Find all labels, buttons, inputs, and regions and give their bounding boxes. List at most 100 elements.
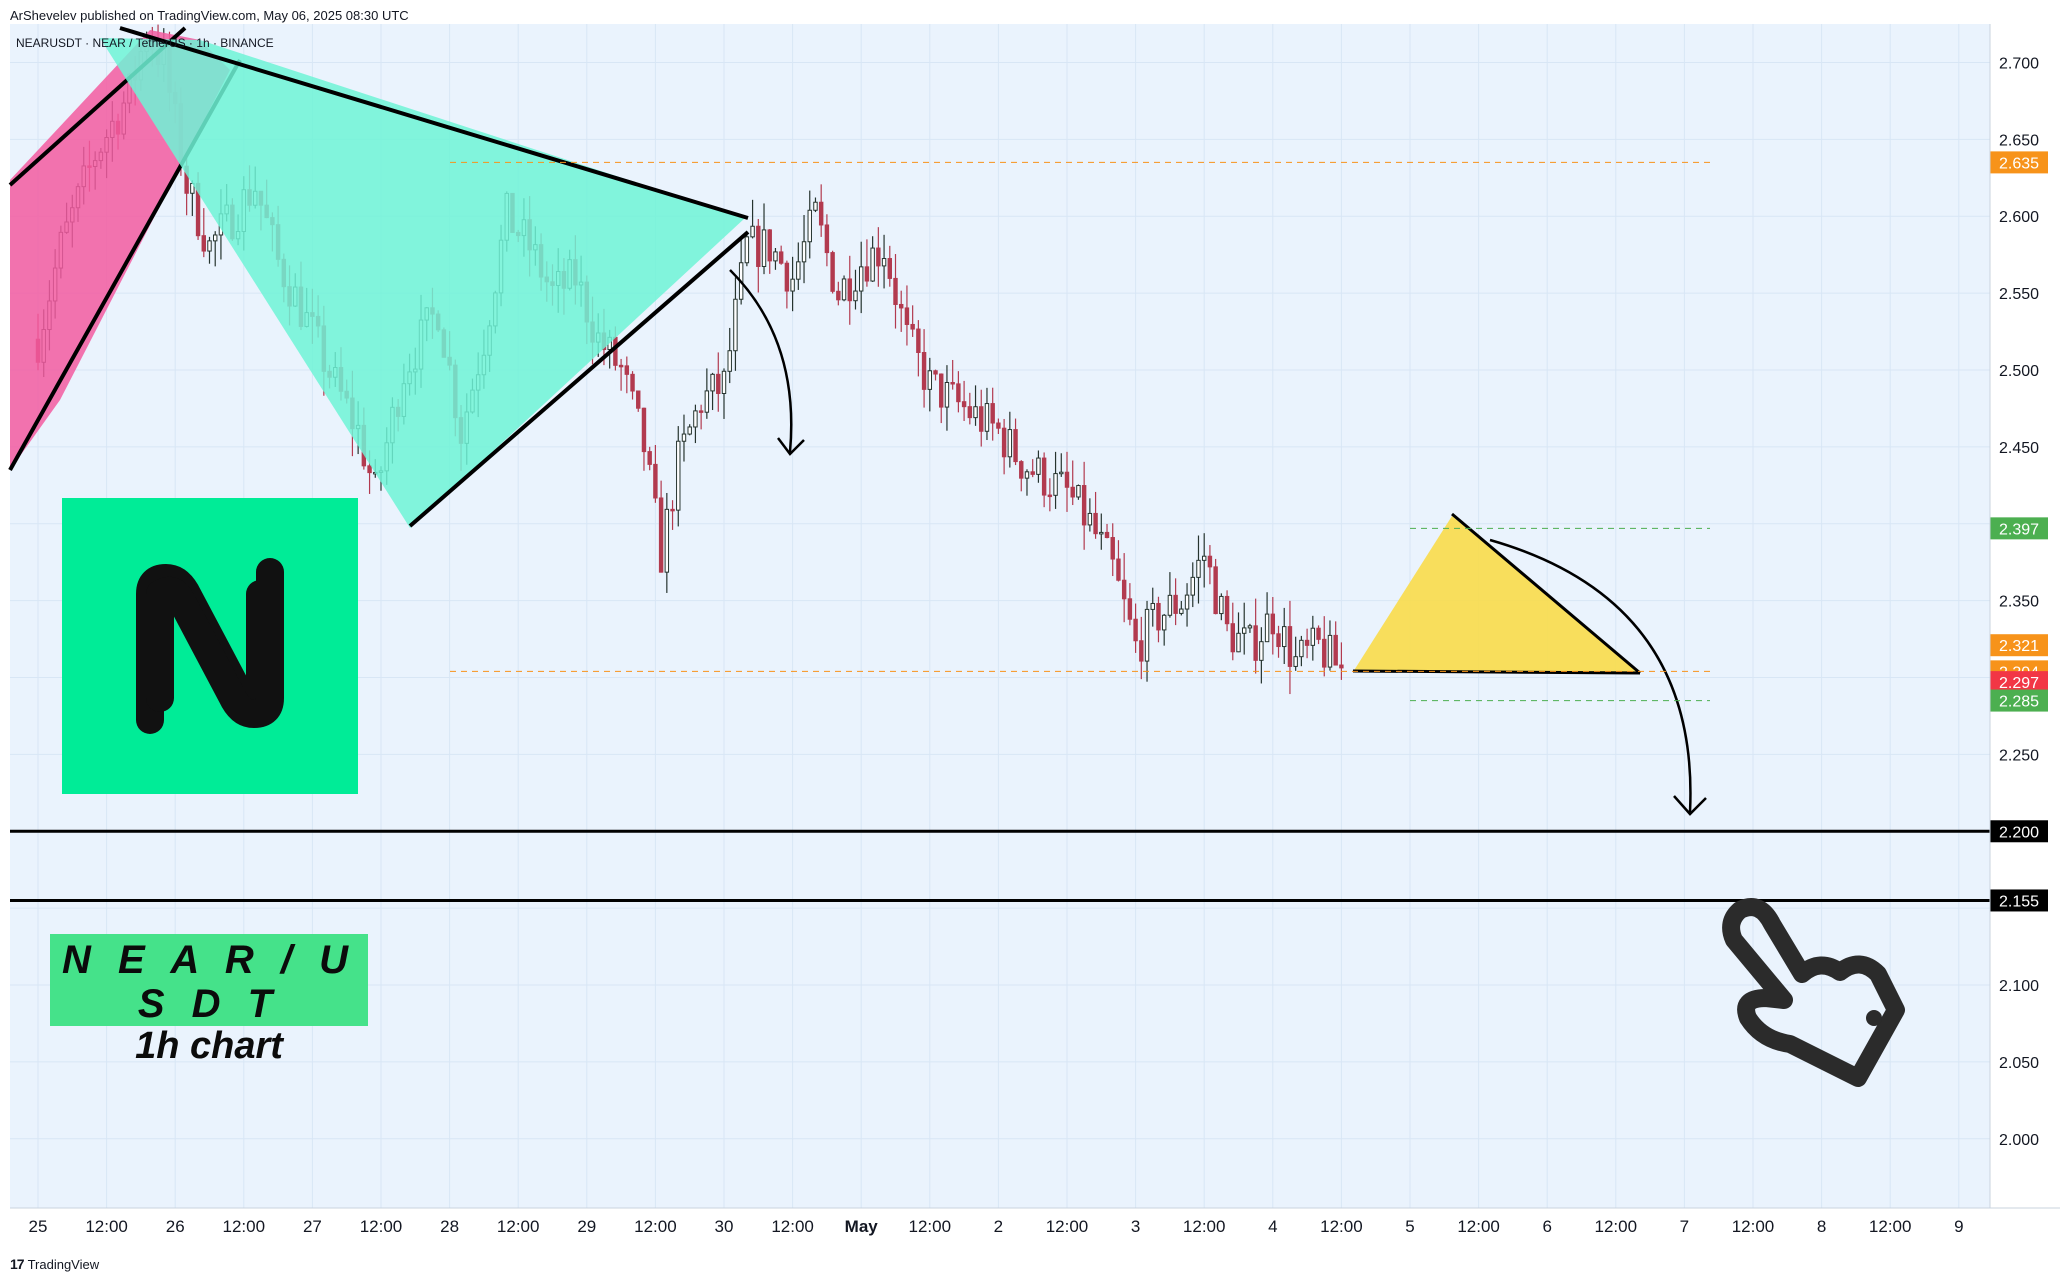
candle-body: [1116, 558, 1121, 581]
candle-body: [1081, 485, 1087, 526]
price-level-label: 2.155: [1999, 893, 2039, 910]
x-tick-label: 26: [166, 1217, 185, 1236]
y-tick-label: 2.600: [1999, 209, 2039, 226]
price-level-label: 2.635: [1999, 155, 2039, 172]
candle-body: [1093, 512, 1098, 535]
candle-body: [996, 422, 1001, 429]
candle-body: [1333, 634, 1338, 666]
candle-body: [1270, 613, 1276, 635]
candle-body: [1167, 594, 1173, 616]
candle-body: [1030, 471, 1035, 475]
candle-body: [698, 410, 704, 413]
candle-body: [1059, 471, 1064, 475]
candle-body: [1213, 566, 1218, 615]
candle-body: [904, 307, 910, 325]
candle-body: [1310, 627, 1316, 646]
price-level-tag: [1990, 820, 2048, 843]
candle-body: [1139, 640, 1144, 662]
candle-body: [864, 266, 870, 282]
candle-body: [1001, 427, 1007, 458]
candle-body: [761, 229, 767, 267]
candle-body: [1144, 608, 1150, 662]
candle-body: [1024, 471, 1030, 479]
candle-body: [1173, 594, 1178, 614]
candle-body: [641, 407, 647, 453]
candle-body: [618, 364, 624, 368]
x-tick-label: 12:00: [1595, 1217, 1638, 1236]
x-tick-label: 3: [1131, 1217, 1140, 1236]
candle-body: [876, 247, 881, 267]
candle-body: [818, 201, 824, 226]
candle-body: [1041, 457, 1047, 496]
candle-body: [756, 225, 761, 267]
x-tick-label: 5: [1405, 1217, 1414, 1236]
candle-body: [1156, 602, 1161, 631]
x-tick-label: 12:00: [1732, 1217, 1775, 1236]
x-tick-label: 6: [1542, 1217, 1551, 1236]
desc-triangle-upper: [1451, 512, 1641, 675]
price-level-label: 2.321: [1999, 638, 2039, 655]
caption-timeframe: 1h chart: [135, 1025, 283, 1067]
down-arrow-head-2: [1673, 795, 1707, 816]
candle-body: [1087, 512, 1093, 526]
price-level-tag: [1990, 889, 2048, 912]
candle-body: [870, 247, 875, 282]
candle-body: [824, 224, 830, 254]
candle-body: [1013, 429, 1018, 463]
triangle-upper-line: [119, 26, 749, 220]
candle-body: [1293, 656, 1298, 667]
candle-body: [1161, 614, 1167, 631]
candle-body: [647, 451, 652, 465]
x-tick-label: 30: [715, 1217, 734, 1236]
pointing-hand-icon: [1722, 898, 1905, 1087]
candle-body: [1064, 471, 1070, 488]
price-level-label: 2.285: [1999, 694, 2039, 711]
candle-body: [1316, 627, 1321, 640]
footer-brand-text: TradingView: [27, 1256, 100, 1272]
y-tick-label: 2.000: [1999, 1132, 2039, 1149]
candle-body: [1276, 633, 1281, 648]
candle-body: [979, 406, 984, 432]
candle-body: [1053, 473, 1058, 496]
candle-body: [630, 373, 635, 392]
candle-body: [1007, 429, 1013, 458]
candle-body: [704, 390, 710, 413]
x-tick-label: 7: [1680, 1217, 1689, 1236]
candle-body: [1127, 598, 1133, 620]
x-tick-label: May: [845, 1217, 879, 1236]
candle-body: [670, 508, 675, 512]
x-tick-label: 27: [303, 1217, 322, 1236]
y-tick-label: 2.550: [1999, 286, 2039, 303]
desc-triangle-fill: [1353, 516, 1640, 673]
candle-body: [636, 390, 641, 409]
price-level-label: 2.397: [1999, 521, 2039, 538]
candle-body: [790, 278, 795, 292]
candle-body: [1287, 626, 1293, 667]
price-level-label: 2.200: [1999, 824, 2039, 841]
x-tick-label: 9: [1954, 1217, 1963, 1236]
down-arrow-curve-2: [1489, 538, 1692, 813]
candle-body: [681, 433, 687, 442]
candle-body: [796, 261, 801, 280]
candle-body: [1299, 639, 1304, 658]
candle-body: [664, 508, 670, 573]
candle-body: [744, 236, 750, 264]
candle-body: [1150, 602, 1155, 610]
caption-pair: N E A R / U S D T: [62, 938, 356, 1026]
candle-body: [1322, 638, 1327, 668]
candle-body: [687, 426, 692, 435]
candle-body: [939, 373, 944, 408]
candle-body: [1190, 576, 1195, 596]
candle-body: [624, 365, 630, 375]
candle-body: [1201, 555, 1207, 561]
candle-body: [367, 465, 372, 474]
x-tick-label: 12:00: [909, 1217, 952, 1236]
candle-body: [1076, 485, 1081, 498]
x-tick-label: 12:00: [1457, 1217, 1500, 1236]
candle-body: [767, 229, 772, 262]
candle-body: [1242, 627, 1247, 634]
y-tick-label: 2.700: [1999, 55, 2039, 72]
candle-body: [1207, 555, 1213, 568]
published-by-line: ArShevelev published on TradingView.com,…: [10, 8, 409, 23]
candle-body: [733, 298, 738, 352]
